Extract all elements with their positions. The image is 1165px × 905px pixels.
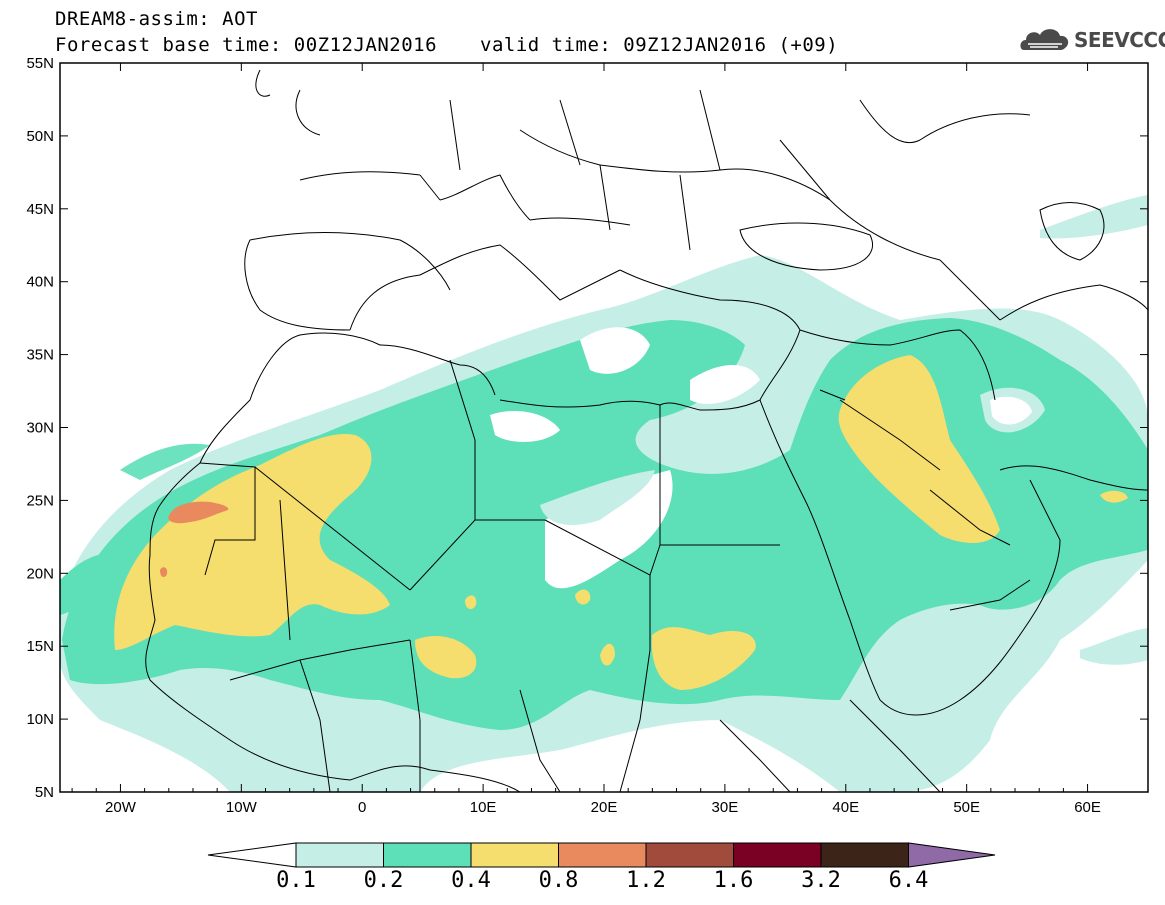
logo-text: SEEVCCC: [1074, 28, 1165, 52]
forecast-base-time: Forecast base time: 00Z12JAN2016: [55, 34, 438, 56]
colorbar-label: 6.4: [888, 868, 929, 893]
colorbar-swatch: [383, 842, 472, 868]
aot-band-0.4: [114, 355, 1128, 690]
lon-tick-label: 40E: [832, 799, 859, 816]
lat-tick-label: 25N: [26, 492, 54, 509]
colorbar-label: 0.2: [363, 868, 404, 893]
lat-tick-label: 35N: [26, 347, 54, 364]
lat-tick-label: 5N: [35, 784, 54, 801]
lon-tick-label: 20W: [105, 799, 137, 816]
colorbar-label: 1.2: [626, 868, 666, 893]
cloud-icon: [1020, 29, 1069, 50]
aot-field: [60, 63, 1148, 792]
longitude-axis: 20W 10W 0 10E 20E 30E 40E 50E 60E: [71, 63, 1101, 816]
colorbar-label: 0.8: [538, 868, 579, 893]
aot-low-areas: [490, 327, 1045, 589]
lat-tick-label: 50N: [26, 128, 54, 145]
colorbar-swatch: [558, 842, 647, 868]
colorbar-low-arrow: [207, 842, 297, 868]
lon-tick-label: 30E: [712, 799, 739, 816]
colorbar-swatch: [470, 842, 559, 868]
valid-time: valid time: 09Z12JAN2016 (+09): [480, 34, 839, 56]
aot-band-0.8: [160, 501, 229, 578]
lat-tick-label: 20N: [26, 565, 54, 582]
lat-tick-label: 10N: [26, 711, 54, 728]
colorbar-swatch: [820, 842, 909, 868]
country-borders: [145, 69, 1148, 792]
lon-tick-label: 10W: [226, 799, 258, 816]
lat-tick-label: 40N: [26, 274, 54, 291]
lon-tick-label: 60E: [1074, 799, 1101, 816]
colorbar-swatch: [733, 842, 822, 868]
lat-tick-label: 30N: [26, 420, 54, 437]
colorbar-swatch: [645, 842, 734, 868]
lon-tick-label: 50E: [953, 799, 980, 816]
lat-tick-label: 15N: [26, 638, 54, 655]
colorbar-label: 0.1: [276, 868, 316, 893]
latitude-axis: 5N 10N 15N 20N 25N 30N 35N 40N 45N 50N 55N: [26, 55, 1148, 801]
lat-tick-label: 55N: [26, 55, 54, 72]
colorbar-swatch: [295, 842, 384, 868]
chart-title: DREAM8-assim: AOT: [55, 8, 258, 30]
colorbar-high-arrow: [908, 842, 996, 868]
colorbar-label: 3.2: [801, 868, 841, 893]
colorbar: [207, 842, 996, 868]
lon-tick-label: 0: [358, 799, 366, 816]
seevccc-logo: SEEVCCC: [1018, 22, 1165, 56]
lon-tick-label: 10E: [470, 799, 497, 816]
colorbar-label: 1.6: [713, 868, 754, 893]
lon-tick-label: 20E: [591, 799, 618, 816]
lat-tick-label: 45N: [26, 201, 54, 218]
colorbar-label: 0.4: [451, 868, 491, 893]
